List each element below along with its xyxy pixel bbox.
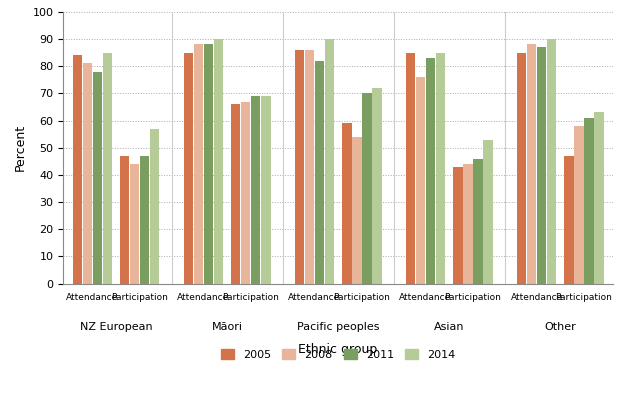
Bar xyxy=(295,50,304,284)
Bar xyxy=(362,93,372,284)
Text: Asian: Asian xyxy=(434,322,465,332)
Bar xyxy=(416,77,425,284)
Bar xyxy=(372,88,382,284)
Bar xyxy=(406,53,415,284)
Bar xyxy=(102,53,112,284)
Bar xyxy=(193,45,203,284)
Bar xyxy=(305,50,314,284)
Bar xyxy=(436,53,446,284)
Bar xyxy=(73,55,82,284)
Bar xyxy=(574,126,584,284)
Bar xyxy=(584,118,593,284)
Bar xyxy=(547,39,556,284)
Bar xyxy=(594,112,604,284)
Bar xyxy=(241,102,250,284)
Bar xyxy=(130,164,140,284)
Bar xyxy=(463,164,473,284)
Text: Other: Other xyxy=(544,322,576,332)
Bar xyxy=(315,61,324,284)
Bar xyxy=(231,104,240,284)
Bar xyxy=(342,123,351,284)
Bar xyxy=(473,159,483,284)
Bar xyxy=(453,167,463,284)
Bar xyxy=(483,139,492,284)
Bar xyxy=(325,39,334,284)
Bar xyxy=(426,58,435,284)
Text: Ethnic group: Ethnic group xyxy=(298,344,378,357)
Text: Māori: Māori xyxy=(212,322,243,332)
Text: NZ European: NZ European xyxy=(80,322,152,332)
Bar xyxy=(564,156,574,284)
Bar xyxy=(140,156,149,284)
Y-axis label: Percent: Percent xyxy=(14,124,27,171)
Bar xyxy=(251,96,260,284)
Bar xyxy=(204,45,213,284)
Bar xyxy=(352,137,362,284)
Bar xyxy=(261,96,270,284)
Bar xyxy=(537,47,546,284)
Bar xyxy=(120,156,130,284)
Bar xyxy=(92,72,102,284)
Bar xyxy=(184,53,193,284)
Bar xyxy=(214,39,223,284)
Bar xyxy=(527,45,537,284)
Bar xyxy=(83,63,92,284)
Bar xyxy=(517,53,526,284)
Text: Pacific peoples: Pacific peoples xyxy=(297,322,379,332)
Legend: 2005, 2008, 2011, 2014: 2005, 2008, 2011, 2014 xyxy=(221,349,456,360)
Bar xyxy=(150,129,159,284)
